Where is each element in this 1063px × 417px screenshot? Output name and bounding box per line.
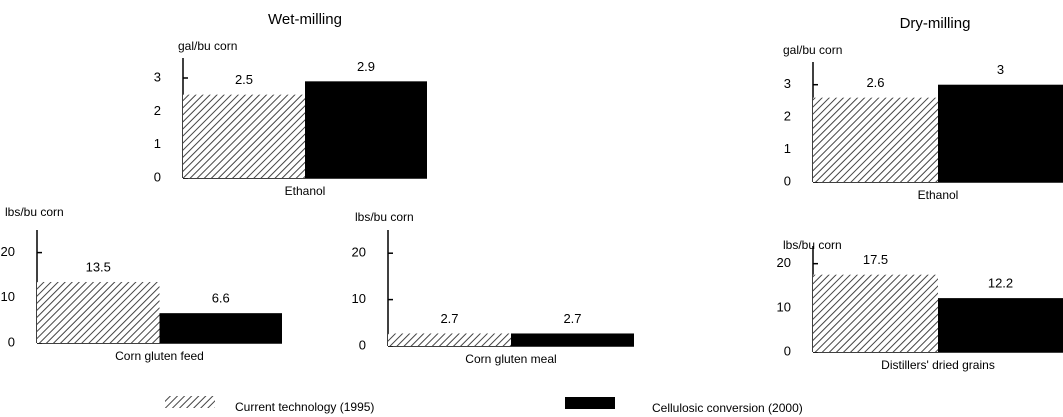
section-title: Dry-milling xyxy=(900,15,971,32)
legend-label: Current technology (1995) xyxy=(235,400,374,414)
value-label: 6.6 xyxy=(212,291,230,306)
value-label: 13.5 xyxy=(86,259,111,274)
y-tick-label: 2 xyxy=(154,103,161,118)
legend-swatch xyxy=(565,397,615,409)
y-axis-label: gal/bu corn xyxy=(783,43,842,57)
bar xyxy=(183,94,305,178)
y-tick-label: 20 xyxy=(777,255,791,270)
y-tick-label: 0 xyxy=(359,337,366,352)
y-tick-label: 0 xyxy=(784,173,791,188)
value-label: 2.5 xyxy=(235,72,253,87)
y-tick-label: 3 xyxy=(784,76,791,91)
value-label: 12.2 xyxy=(988,276,1013,291)
y-axis-label: gal/bu corn xyxy=(178,39,237,53)
x-tick-label: Ethanol xyxy=(285,184,326,198)
legend-label: Cellulosic conversion (2000) xyxy=(652,401,803,415)
value-label: 2.9 xyxy=(357,59,375,74)
value-label: 3 xyxy=(997,62,1004,77)
x-tick-label: Distillers' dried grains xyxy=(881,358,995,372)
section-title: Wet-milling xyxy=(268,11,342,28)
y-tick-label: 0 xyxy=(154,169,161,184)
bar xyxy=(511,333,634,346)
y-tick-label: 1 xyxy=(784,141,791,156)
bar xyxy=(388,333,511,346)
x-tick-label: Corn gluten feed xyxy=(115,349,204,363)
y-tick-label: 10 xyxy=(777,299,791,314)
bar xyxy=(938,84,1063,182)
y-tick-label: 1 xyxy=(154,136,161,151)
y-tick-label: 2 xyxy=(784,109,791,124)
legend-swatch xyxy=(165,396,215,408)
x-tick-label: Ethanol xyxy=(918,188,959,202)
value-label: 2.6 xyxy=(866,75,884,90)
y-tick-label: 0 xyxy=(784,343,791,358)
y-tick-label: 20 xyxy=(1,244,15,259)
y-tick-label: 20 xyxy=(352,245,366,260)
y-tick-label: 0 xyxy=(8,334,15,349)
y-axis-label: lbs/bu corn xyxy=(5,205,64,219)
y-tick-label: 10 xyxy=(1,289,15,304)
y-axis-label: lbs/bu corn xyxy=(355,210,414,224)
value-label: 2.7 xyxy=(563,311,581,326)
y-tick-label: 3 xyxy=(154,69,161,84)
value-label: 2.7 xyxy=(440,311,458,326)
bar xyxy=(305,81,427,178)
bar xyxy=(37,281,160,343)
y-tick-label: 10 xyxy=(352,291,366,306)
x-tick-label: Corn gluten meal xyxy=(465,352,556,366)
y-axis-label: lbs/bu corn xyxy=(783,238,842,252)
value-label: 17.5 xyxy=(863,252,888,267)
bar xyxy=(938,298,1063,352)
bar xyxy=(813,274,938,352)
bar xyxy=(159,313,282,343)
bar xyxy=(813,97,938,182)
